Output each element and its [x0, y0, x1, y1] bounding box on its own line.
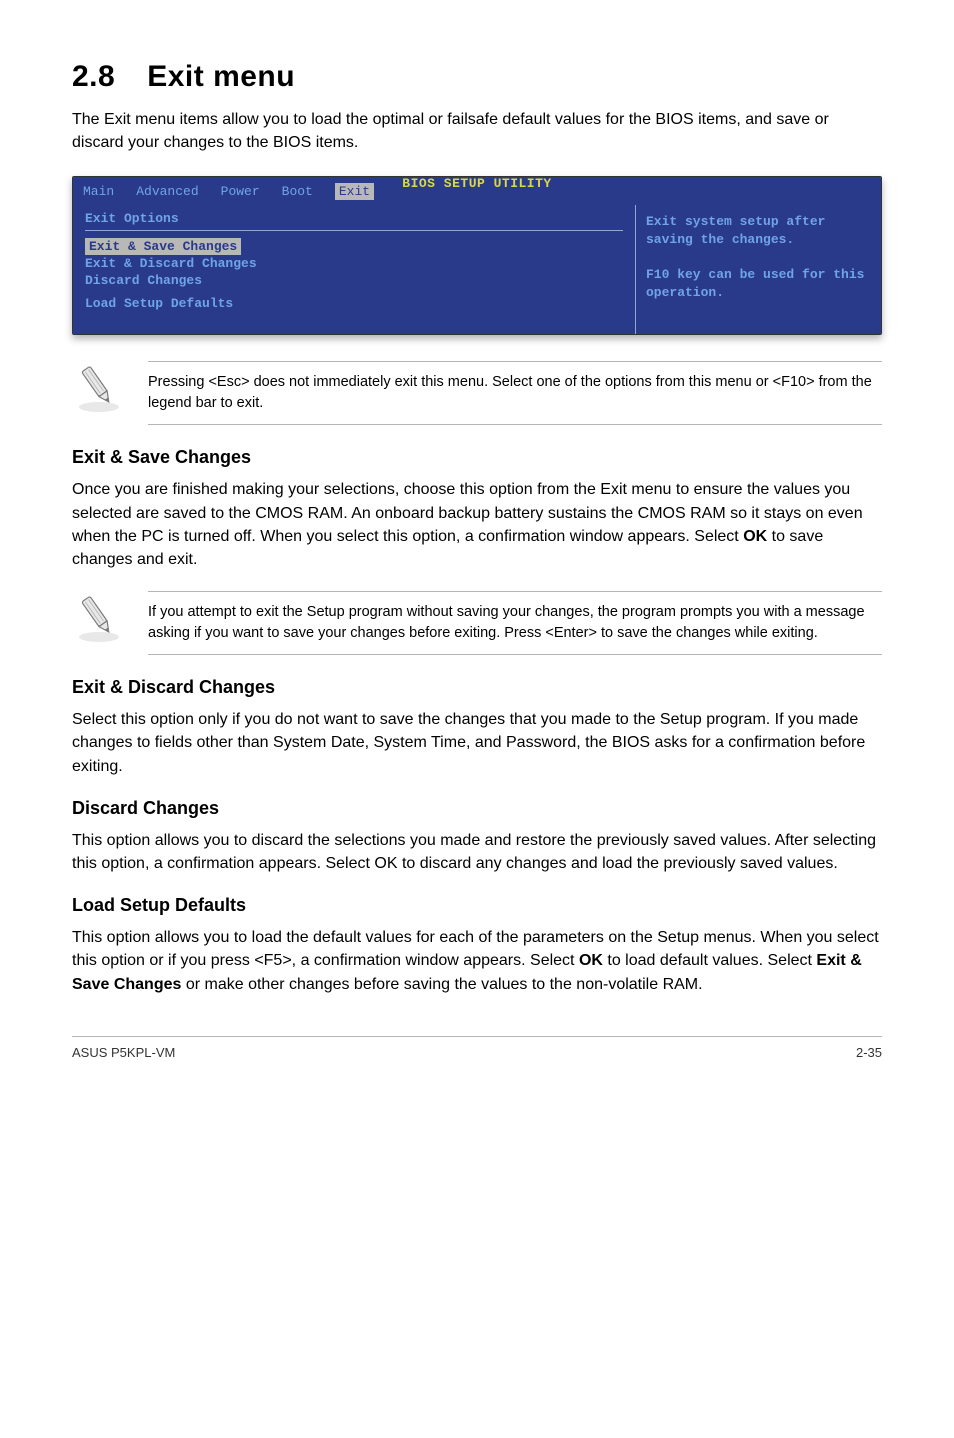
- bios-tab-bar: BIOS SETUP UTILITY Main Advanced Power B…: [73, 177, 881, 205]
- bios-item-discard[interactable]: Discard Changes: [85, 272, 623, 289]
- bios-body: Exit Options Exit & Save Changes Exit & …: [73, 205, 881, 334]
- bios-left-title: Exit Options: [85, 211, 623, 226]
- note-block-2: If you attempt to exit the Setup program…: [72, 591, 882, 655]
- note-text-1: Pressing <Esc> does not immediately exit…: [148, 372, 882, 414]
- load-defaults-heading: Load Setup Defaults: [72, 895, 882, 916]
- heading-title: Exit menu: [147, 60, 295, 94]
- bios-right-pane: Exit system setup after saving the chang…: [636, 205, 881, 334]
- bios-item-exit-discard[interactable]: Exit & Discard Changes: [85, 255, 623, 272]
- exit-save-body: Once you are finished making your select…: [72, 478, 882, 571]
- discard-body: This option allows you to discard the se…: [72, 829, 882, 875]
- page-footer: ASUS P5KPL-VM 2-35: [72, 1036, 882, 1060]
- note-text-wrap-2: If you attempt to exit the Setup program…: [148, 591, 882, 655]
- bios-separator: [85, 230, 623, 231]
- bios-tab-power[interactable]: Power: [221, 184, 260, 199]
- note-block-1: Pressing <Esc> does not immediately exit…: [72, 361, 882, 425]
- discard-heading: Discard Changes: [72, 798, 882, 819]
- footer-left: ASUS P5KPL-VM: [72, 1045, 175, 1060]
- bios-left-pane: Exit Options Exit & Save Changes Exit & …: [73, 205, 636, 334]
- footer-right: 2-35: [856, 1045, 882, 1060]
- load-defaults-body: This option allows you to load the defau…: [72, 926, 882, 996]
- note-text-wrap-1: Pressing <Esc> does not immediately exit…: [148, 361, 882, 425]
- note-text-2: If you attempt to exit the Setup program…: [148, 602, 882, 644]
- bios-help-text: Exit system setup after saving the chang…: [646, 213, 871, 301]
- pencil-icon: [72, 591, 126, 645]
- lead-paragraph: The Exit menu items allow you to load th…: [72, 108, 882, 154]
- heading-number: 2.8: [72, 60, 115, 94]
- bios-tab-advanced[interactable]: Advanced: [136, 184, 198, 199]
- bios-tab-main[interactable]: Main: [83, 184, 114, 199]
- bios-item-exit-save[interactable]: Exit & Save Changes: [85, 238, 241, 255]
- bios-tab-boot[interactable]: Boot: [282, 184, 313, 199]
- bios-item-load-defaults[interactable]: Load Setup Defaults: [85, 295, 623, 312]
- exit-discard-heading: Exit & Discard Changes: [72, 677, 882, 698]
- bios-title: BIOS SETUP UTILITY: [402, 176, 551, 191]
- bios-panel: BIOS SETUP UTILITY Main Advanced Power B…: [72, 176, 882, 335]
- bios-tab-exit[interactable]: Exit: [335, 183, 374, 200]
- exit-save-heading: Exit & Save Changes: [72, 447, 882, 468]
- pencil-icon: [72, 361, 126, 415]
- exit-discard-body: Select this option only if you do not wa…: [72, 708, 882, 778]
- page-heading: 2.8 Exit menu: [72, 60, 882, 94]
